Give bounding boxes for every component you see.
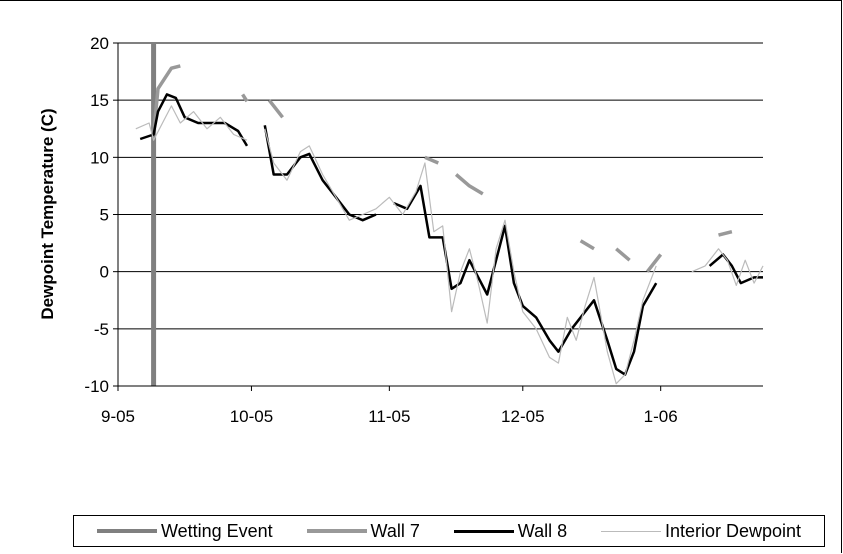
series-line-wall-7 [454, 173, 484, 196]
y-tick-label: 0 [100, 263, 109, 282]
series-line-wall-7 [267, 99, 284, 119]
legend-item-wall-7: Wall 7 [306, 520, 420, 542]
y-tick-label: -10 [84, 377, 109, 396]
legend-swatch-wall-8 [453, 529, 514, 533]
legend-swatch-interior-dewpoint [600, 530, 661, 532]
legend-swatch-wetting-event [96, 529, 157, 533]
series-line-wall-7 [151, 64, 181, 135]
legend-label: Wall 8 [517, 520, 568, 541]
legend-label: Wall 7 [370, 520, 420, 541]
x-tick-label: 10-05 [230, 407, 273, 426]
legend-label: Wetting Event [160, 520, 273, 541]
legend-swatch-wall-7 [306, 529, 367, 533]
series-line-wall-7 [718, 230, 733, 237]
series-line-interior-dewpoint [135, 105, 248, 141]
axes [113, 42, 763, 391]
gridlines [118, 42, 763, 330]
y-tick-labels: 20 15 10 5 0 -5 -10 [84, 34, 109, 396]
x-tick-label: 9-05 [101, 407, 135, 426]
series-line-wall-7 [579, 239, 595, 251]
series-line-wall-7 [424, 155, 439, 165]
y-tick-label: 5 [100, 206, 109, 225]
x-tick-label: 1-06 [644, 407, 678, 426]
series-line-interior-dewpoint [691, 248, 764, 286]
legend: Wetting Event Wall 7 Wall 8 Interior Dew… [73, 515, 825, 547]
series-line-wall-8 [708, 253, 763, 285]
y-tick-label: 10 [90, 148, 109, 167]
series-line-wall-7 [615, 247, 631, 262]
x-tick-label: 11-05 [368, 407, 410, 426]
series-lines [135, 43, 764, 386]
x-tick-label: 12-05 [501, 407, 544, 426]
x-tick-labels: 9-05 10-05 11-05 12-05 1-06 [101, 407, 678, 426]
series-line-interior-dewpoint [264, 128, 657, 385]
legend-item-wall-8: Wall 8 [453, 520, 568, 542]
y-tick-label: -5 [94, 320, 109, 339]
series-line-wall-7 [241, 93, 249, 103]
y-tick-label: 15 [90, 91, 109, 110]
series-line-wall-8 [139, 93, 249, 147]
y-tick-label: 20 [90, 34, 109, 53]
y-axis-label: Dewpoint Temperature (C) [38, 108, 57, 319]
legend-label: Interior Dewpoint [664, 520, 802, 541]
legend-item-wetting-event: Wetting Event [96, 520, 273, 542]
legend-item-interior-dewpoint: Interior Dewpoint [600, 520, 802, 542]
series-line-wall-7 [645, 253, 663, 273]
